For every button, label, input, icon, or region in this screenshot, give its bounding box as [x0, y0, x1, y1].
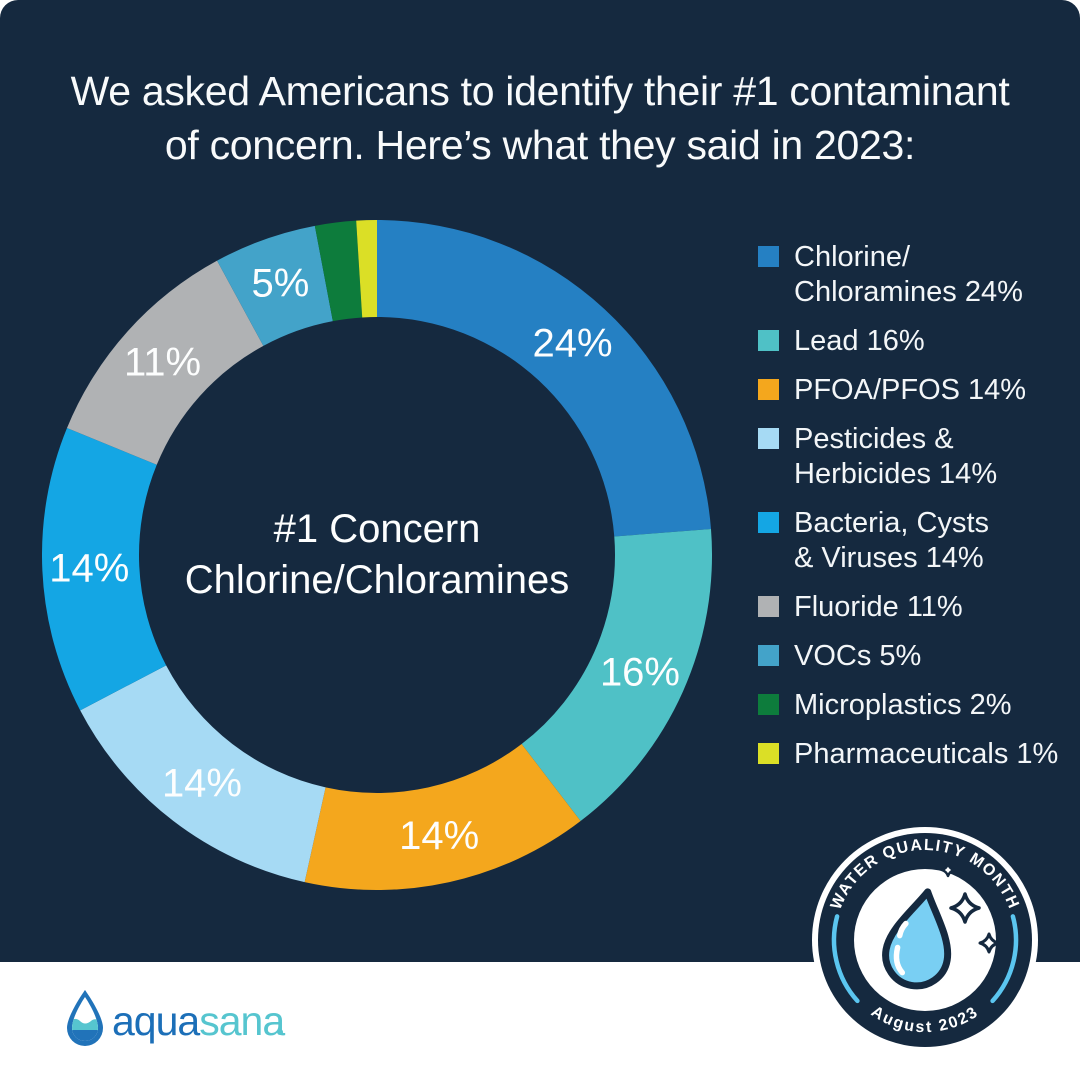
legend-label: VOCs 5%: [794, 640, 922, 672]
legend-item-pfoa-pfos: PFOA/PFOS 14%: [758, 373, 1068, 408]
legend-label: PFOA/PFOS 14%: [794, 374, 1027, 406]
legend-swatch: [758, 428, 779, 449]
brand-wordmark: aquasana: [112, 998, 285, 1044]
legend-item-pesticides-herbicides: Pesticides & Herbicides 14%: [758, 422, 1068, 492]
badge-right-accent-arc: [990, 914, 1019, 1004]
legend-item-vocs: VOCs 5%: [758, 639, 1068, 674]
slice-label-fluoride: 11%: [124, 341, 201, 385]
legend-label: Lead 16%: [794, 325, 925, 357]
trademark-dot: [277, 1029, 283, 1035]
sparkle-icon-large: [949, 892, 981, 924]
legend-label: Bacteria, Cysts & Viruses 14%: [794, 507, 989, 574]
legend-swatch: [758, 596, 779, 617]
chart-legend: Chlorine/Chloramines 24% Lead 16% PFOA/PFO…: [758, 240, 1068, 772]
sparkle-icon-tiny: [940, 862, 956, 878]
legend-swatch: [758, 512, 779, 533]
brand-sana: sana: [199, 998, 285, 1044]
donut-slice-pfoa-pfos: [304, 744, 581, 890]
sparkle-icon-small: [978, 932, 1000, 954]
legend-item-lead: Lead 16%: [758, 324, 1068, 359]
title-line-1: We asked Americans to identify their #1 …: [70, 68, 1010, 114]
slice-label-vocs: 5%: [251, 262, 309, 306]
donut-chart-svg: 24% 16% 14% 14% 14% 11% 5%: [42, 220, 712, 890]
title-line-2: of concern. Here’s what they said in 202…: [164, 122, 916, 168]
legend-swatch: [758, 645, 779, 666]
aquasana-logo: aquasana: [67, 990, 286, 1046]
donut-slice-lead: [521, 528, 712, 822]
water-quality-month-badge: WATER QUALITY MONTH August 2023: [812, 827, 1038, 1053]
legend-swatch: [758, 246, 779, 267]
legend-item-fluoride: Fluoride 11%: [758, 590, 1068, 625]
donut-chart: 24% 16% 14% 14% 14% 11% 5% #1 Concern Chlorine…: [42, 220, 712, 890]
legend-item-chlorine-chloramines: Chlorine/Chloramines 24%: [758, 240, 1068, 310]
legend-swatch: [758, 379, 779, 400]
legend-item-pharmaceuticals: Pharmaceuticals 1%: [758, 737, 1068, 772]
slice-label-chlorine-chloramines: 24%: [533, 322, 613, 366]
legend-label: Fluoride 11%: [794, 591, 963, 623]
donut-slice-bacteria-cysts-viruses: [42, 428, 167, 711]
legend-item-bacteria-cysts-viruses: Bacteria, Cysts & Viruses 14%: [758, 506, 1068, 576]
donut-slice-pesticides-herbicides: [80, 665, 326, 883]
slice-label-pfoa-pfos: 14%: [399, 814, 479, 858]
slice-label-bacteria-cysts-viruses: 14%: [49, 546, 129, 590]
brand-aqua: aqua: [112, 998, 200, 1044]
slice-label-pesticides-herbicides: 14%: [162, 762, 242, 806]
legend-item-microplastics: Microplastics 2%: [758, 688, 1068, 723]
page-title: We asked Americans to identify their #1 …: [0, 64, 1080, 172]
legend-swatch: [758, 743, 779, 764]
donut-slice-pharmaceuticals: [356, 220, 377, 318]
donut-slice-vocs: [217, 225, 333, 346]
legend-swatch: [758, 330, 779, 351]
badge-water-drop-icon: [882, 888, 952, 990]
legend-label: Microplastics 2%: [794, 689, 1012, 721]
donut-slice-microplastics: [314, 220, 363, 322]
legend-swatch: [758, 694, 779, 715]
legend-label: Chlorine/Chloramines 24%: [794, 241, 1023, 308]
water-drop-logo-icon: [67, 990, 103, 1046]
legend-label: Pharmaceuticals 1%: [794, 738, 1059, 770]
slice-label-lead: 16%: [600, 650, 680, 694]
badge-left-accent-arc: [831, 914, 860, 1004]
donut-slice-chlorine-chloramines: [377, 220, 711, 537]
donut-slice-fluoride: [67, 260, 264, 465]
legend-label: Pesticides & Herbicides 14%: [794, 423, 998, 490]
